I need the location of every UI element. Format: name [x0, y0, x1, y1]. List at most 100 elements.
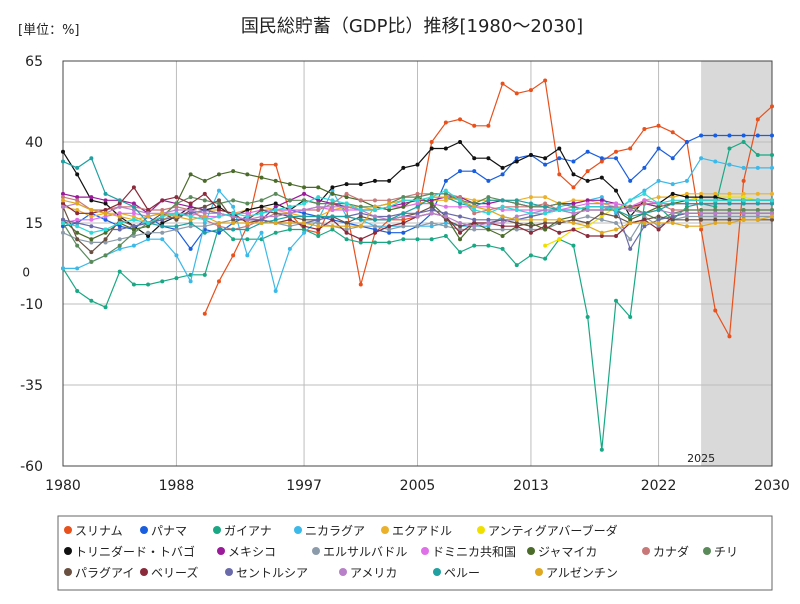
data-point [585, 178, 590, 183]
data-point [131, 204, 136, 209]
y-tick-label: 65 [25, 54, 43, 70]
series-17 [61, 156, 774, 235]
data-point [458, 201, 463, 206]
data-point [571, 211, 576, 216]
data-point [202, 224, 207, 229]
data-point [727, 217, 732, 222]
data-point [117, 204, 122, 209]
data-point [231, 198, 236, 203]
data-point [415, 162, 420, 167]
data-point [727, 162, 732, 167]
legend-label: アンティグアバーブーダ [488, 523, 618, 538]
legend-marker [225, 568, 233, 576]
data-point [330, 191, 335, 196]
data-point [486, 201, 491, 206]
legend-item: ペルー [433, 566, 480, 580]
data-point [188, 172, 193, 177]
data-point [245, 237, 250, 242]
data-point [160, 230, 165, 235]
data-point [245, 201, 250, 206]
data-point [543, 243, 548, 248]
data-point [727, 146, 732, 151]
data-point [188, 221, 193, 225]
data-point [670, 221, 675, 225]
data-point [188, 224, 193, 229]
data-point [599, 159, 604, 164]
data-point [216, 214, 221, 219]
data-point [684, 204, 689, 209]
data-point [202, 230, 207, 235]
data-point [89, 195, 94, 200]
data-point [699, 156, 704, 161]
data-point [614, 149, 619, 154]
x-tick-label: 2030 [754, 478, 790, 494]
data-point [585, 201, 590, 206]
data-point [89, 237, 94, 242]
data-point [684, 191, 689, 196]
data-point [103, 214, 108, 219]
data-point [755, 201, 760, 206]
data-point [174, 217, 179, 222]
data-point [103, 201, 108, 206]
data-point [316, 221, 321, 225]
data-point [670, 156, 675, 161]
legend-item: ドミニカ共和国 [421, 545, 516, 559]
data-point [727, 221, 732, 225]
legend-label: ガイアナ [224, 524, 272, 538]
data-point [202, 272, 207, 277]
data-point [188, 201, 193, 206]
series-19 [61, 188, 774, 235]
data-point [287, 198, 292, 203]
data-point [344, 221, 349, 225]
data-point [557, 172, 562, 177]
data-point [642, 221, 647, 225]
data-point [245, 211, 250, 216]
data-point [486, 123, 491, 128]
data-point [642, 214, 647, 219]
data-point [486, 217, 491, 222]
data-point [458, 224, 463, 229]
data-point [287, 227, 292, 232]
data-point [174, 224, 179, 229]
data-point [146, 214, 151, 219]
data-point [358, 208, 363, 213]
legend-marker [64, 526, 72, 534]
data-point [571, 204, 576, 209]
data-point [528, 195, 533, 200]
data-point [160, 214, 165, 219]
data-point [216, 221, 221, 225]
data-point [103, 208, 108, 213]
data-point [628, 208, 633, 213]
data-point [429, 237, 434, 242]
data-point [528, 224, 533, 229]
data-point [543, 217, 548, 222]
data-point [103, 217, 108, 222]
data-point [401, 195, 406, 200]
data-point [741, 178, 746, 183]
data-point [486, 198, 491, 203]
data-point [259, 175, 264, 180]
data-point [727, 214, 732, 219]
data-point [684, 178, 689, 183]
data-point [216, 227, 221, 232]
data-point [713, 308, 718, 313]
data-point [770, 217, 774, 222]
data-point [202, 217, 207, 222]
data-point [273, 191, 278, 196]
data-point [344, 230, 349, 235]
data-point [344, 237, 349, 242]
legend-label: ベリーズ [151, 565, 198, 580]
data-point [699, 224, 704, 229]
data-point [401, 230, 406, 235]
data-point [770, 191, 774, 196]
data-point [387, 227, 392, 232]
legend-label: アメリカ [350, 566, 397, 580]
legend-marker [64, 568, 72, 576]
data-point [103, 305, 108, 310]
data-point [415, 204, 420, 209]
data-point [316, 230, 321, 235]
data-point [372, 230, 377, 235]
data-point [642, 165, 647, 170]
data-point [599, 211, 604, 216]
data-point [401, 237, 406, 242]
